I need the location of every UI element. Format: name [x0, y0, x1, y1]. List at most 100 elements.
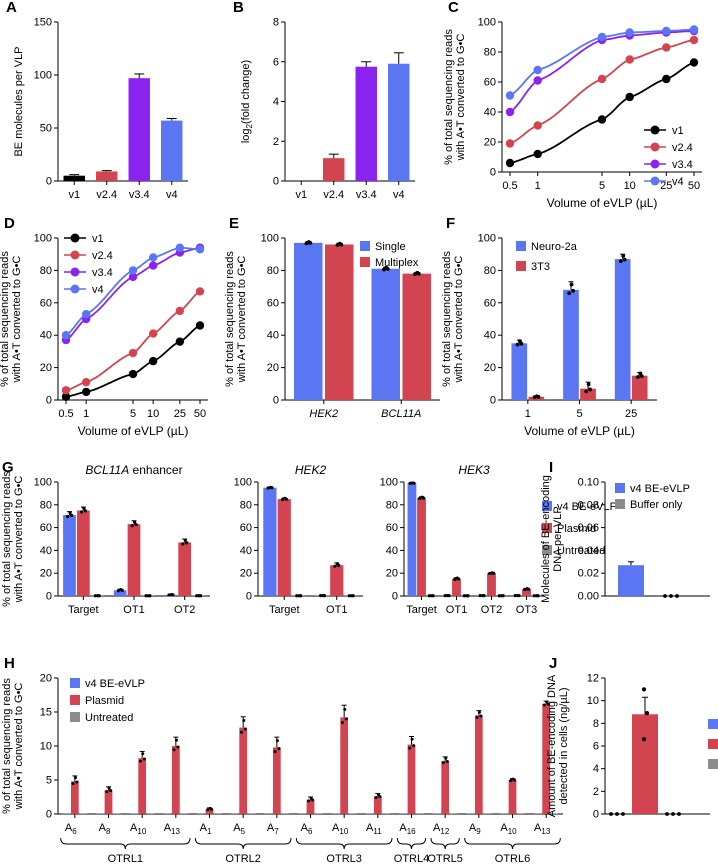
replicate-point [308, 241, 313, 245]
x-tick-label: 25 [625, 408, 637, 420]
x-tick-label: BCL11A [381, 408, 421, 420]
x-tick-label: Target [269, 604, 300, 616]
legend-label: Multiplex [375, 257, 419, 269]
point-v2.4 [597, 74, 607, 84]
replicate-point [644, 711, 650, 716]
x-axis-title: Volume of eVLP (µL) [78, 424, 189, 438]
bar-Single [293, 242, 323, 400]
point-v1 [625, 92, 634, 102]
y-tick-label: 150 [34, 17, 52, 29]
x-tick-label: v3.4 [356, 189, 377, 201]
bar-Neuro-2a [614, 259, 631, 400]
legend-marker [650, 159, 660, 169]
y-tick-label: 4 [593, 763, 599, 775]
legend-swatch [615, 499, 625, 509]
y-tick-label: 60 [267, 297, 279, 309]
group-brace [60, 837, 191, 850]
point-v2.4 [175, 306, 185, 316]
replicate-point [322, 594, 327, 598]
point-v2.4 [61, 386, 71, 395]
legend-swatch [615, 483, 625, 493]
replicate-point [172, 748, 176, 752]
replicate-point [457, 577, 461, 581]
y-tick-label: 60 [40, 297, 52, 309]
x-tick-label: OT1 [446, 604, 467, 616]
replicate-point [351, 594, 355, 598]
replicate-point [176, 745, 180, 749]
replicate-point [513, 594, 517, 598]
replicate-point [107, 786, 111, 790]
bar-Plasmid [407, 744, 416, 814]
x-tick-label: 5 [599, 180, 605, 192]
x-tick-label: HEK2 [309, 408, 338, 420]
y-tick-label: 60 [240, 522, 252, 534]
bar-3T3 [528, 396, 545, 400]
bar-Plasmid [340, 717, 349, 814]
replicate-point [444, 756, 448, 760]
x-tick-label: Target [406, 604, 437, 616]
point-v4 [689, 25, 699, 34]
chart-title: HEK3 [458, 463, 490, 477]
legend-label: v4 [92, 284, 104, 296]
replicate-point [677, 812, 681, 816]
panel-letter: B [233, 0, 244, 16]
bar-Plasmid [508, 780, 517, 814]
replicate-point [199, 594, 203, 598]
replicate-point [408, 746, 412, 750]
y-tick-label: 100 [34, 477, 52, 489]
replicate-point [344, 717, 348, 721]
x-tick-label: 25 [660, 180, 672, 192]
group-brace [464, 837, 561, 850]
y-axis-label: % of total sequencing reads [1, 678, 13, 814]
legend-swatch [516, 261, 526, 271]
replicate-point [536, 394, 541, 399]
y-tick-label: 100 [34, 233, 52, 245]
x-tick-label: A12 [433, 822, 450, 836]
y-axis-title: log2(fold change) [240, 60, 254, 143]
bar-v4 [161, 120, 183, 181]
x-tick-label: v4 [393, 189, 405, 201]
replicate-point [319, 594, 323, 598]
replicate-point [410, 737, 414, 741]
x-tick-label: v4 [166, 189, 178, 201]
point-v1 [195, 321, 205, 330]
replicate-point [663, 594, 667, 598]
legend-marker [70, 267, 80, 277]
y-tick-label: 40 [267, 330, 279, 342]
replicate-point [497, 594, 501, 598]
replicate-point [621, 812, 625, 816]
x-tick-label: v3.4 [129, 189, 150, 201]
replicate-point [311, 798, 315, 802]
replicate-point [275, 739, 279, 743]
point-v4 [128, 266, 138, 275]
replicate-point [116, 589, 120, 593]
replicate-point [571, 288, 575, 293]
replicate-point [515, 342, 520, 347]
y-tick-label: 15 [40, 707, 52, 719]
replicate-point [478, 594, 482, 598]
legend-label: v4 [672, 176, 684, 188]
y-tick-label: 0 [46, 395, 52, 407]
replicate-point [239, 730, 243, 734]
replicate-point [441, 761, 445, 765]
replicate-point [141, 752, 145, 756]
point-v1 [533, 149, 542, 159]
replicate-point [665, 812, 669, 816]
replicate-point [431, 594, 435, 598]
replicate-point [609, 812, 613, 816]
legend-swatch [516, 241, 526, 251]
legend-swatch [708, 739, 718, 749]
replicate-point [66, 514, 70, 519]
y-tick-label: 100 [34, 70, 52, 82]
replicate-point [615, 812, 619, 816]
bar-Neuro-2a [511, 343, 528, 400]
y-tick-label: 0.10 [578, 477, 599, 489]
chart-title: HEK2 [295, 463, 327, 477]
replicate-point [69, 513, 74, 518]
x-tick-label: v2.4 [96, 189, 117, 201]
y-tick-label: 100 [478, 233, 496, 245]
bar-v4 BE-eVLP [263, 487, 277, 596]
legend-label: v2.4 [92, 250, 113, 262]
replicate-point [343, 707, 347, 711]
x-tick-label: OT2 [174, 604, 195, 616]
